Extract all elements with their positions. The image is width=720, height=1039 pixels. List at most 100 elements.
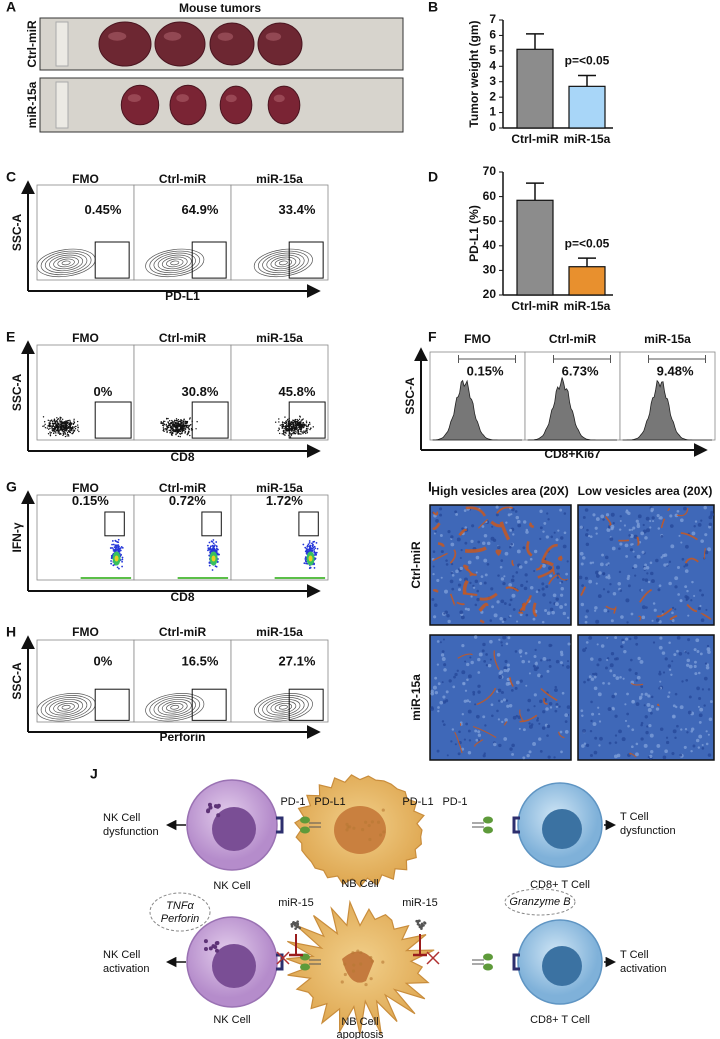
tumor: [154, 21, 206, 67]
event-dot: [66, 424, 68, 426]
cell-nucleus: [674, 692, 678, 696]
cell-nucleus: [597, 594, 602, 599]
tumor: [98, 21, 152, 67]
event-dot: [285, 427, 288, 429]
gate-percent: 30.8%: [182, 384, 219, 399]
cell-nucleus: [686, 731, 689, 734]
cell-nucleus: [698, 589, 702, 592]
event-dot: [171, 432, 173, 434]
contour: [157, 254, 192, 272]
event-dot: [59, 420, 61, 422]
event-dot: [183, 419, 185, 421]
event-dot: [184, 427, 186, 429]
event-dot: [178, 423, 181, 426]
cell-nucleus: [514, 510, 518, 513]
cell-nucleus: [652, 641, 656, 644]
cell-nucleus: [470, 660, 474, 665]
y-axis-label: PD-L1 (%): [467, 205, 481, 262]
vessel: [540, 688, 558, 702]
event-dot: [166, 417, 168, 420]
event-dot: [301, 431, 303, 433]
event-dot: [299, 424, 301, 426]
cell-nucleus: [595, 532, 598, 535]
cell-nucleus: [679, 518, 684, 523]
mirna: [415, 919, 418, 923]
cell-nucleus: [542, 563, 546, 568]
cell-nucleus: [508, 704, 513, 708]
event-dot: [166, 430, 168, 433]
cell-nucleus: [465, 722, 469, 726]
cell-nucleus: [616, 753, 621, 758]
gate-percent: 45.8%: [279, 384, 316, 399]
cell-nucleus: [607, 574, 611, 577]
event-dot: [175, 429, 177, 432]
cell-nucleus: [546, 734, 549, 737]
cell-nucleus: [581, 714, 584, 717]
cell-nucleus: [523, 520, 527, 524]
event-dot: [52, 423, 55, 425]
event-dot: [307, 425, 309, 428]
cell-nucleus: [634, 555, 637, 558]
annotation: p=<0.05: [565, 236, 610, 250]
contour: [170, 260, 180, 266]
event-dot: [211, 548, 214, 551]
event-dot: [279, 424, 281, 426]
panel-letter: E: [6, 329, 15, 345]
event-dot: [286, 420, 288, 422]
event-dot: [217, 558, 219, 560]
event-dot: [176, 431, 179, 433]
cell-nucleus: [708, 522, 713, 527]
event-dot: [286, 428, 289, 430]
event-dot: [301, 424, 304, 426]
cell-nucleus: [480, 575, 484, 578]
cell-nucleus: [444, 589, 449, 594]
event-dot: [171, 419, 173, 422]
column-label: FMO: [72, 331, 99, 345]
cell-nucleus: [554, 602, 559, 607]
event-dot: [162, 421, 164, 424]
cell-nucleus: [539, 537, 542, 541]
vessel: [493, 650, 500, 671]
cell-nucleus: [657, 527, 661, 530]
granule: [361, 828, 365, 832]
cell-nucleus: [609, 583, 612, 586]
cell-nucleus: [448, 679, 452, 683]
event-dot: [162, 429, 164, 432]
y-tick-label: 20: [483, 287, 497, 301]
cell-nucleus: [636, 524, 641, 529]
event-dot: [299, 425, 302, 427]
cell-nucleus: [693, 648, 697, 652]
event-dot: [313, 562, 316, 565]
cell-nucleus: [701, 593, 704, 597]
vessel: [543, 698, 548, 705]
cell-nucleus: [687, 710, 692, 715]
event-dot: [58, 424, 60, 426]
event-dot: [119, 547, 122, 550]
cell-nucleus: [540, 675, 543, 678]
event-dot: [302, 422, 304, 424]
event-dot: [179, 420, 181, 422]
cell-nucleus: [439, 700, 444, 705]
event-dot: [49, 431, 51, 433]
cell-nucleus: [564, 720, 568, 724]
event-dot: [299, 415, 301, 417]
event-dot: [65, 430, 68, 432]
panel-title: Mouse tumors: [179, 1, 261, 15]
event-dot: [316, 547, 319, 550]
event-dot: [306, 549, 309, 552]
cell-nucleus: [450, 562, 454, 566]
cell-nucleus: [528, 722, 531, 725]
cell-nucleus: [541, 726, 546, 730]
event-dot: [177, 435, 180, 438]
cell-nucleus: [652, 520, 655, 523]
event-dot: [188, 418, 191, 420]
annotation: p=<0.05: [565, 54, 610, 68]
cell-nucleus: [645, 606, 648, 609]
tumor: [120, 84, 160, 126]
gate-percent: 0.15%: [467, 363, 504, 378]
cell-nucleus: [496, 600, 500, 604]
cell-nucleus: [481, 525, 485, 528]
event-dot: [188, 427, 190, 430]
x-axis-label: Perforin: [159, 730, 205, 744]
event-dot: [212, 542, 215, 545]
